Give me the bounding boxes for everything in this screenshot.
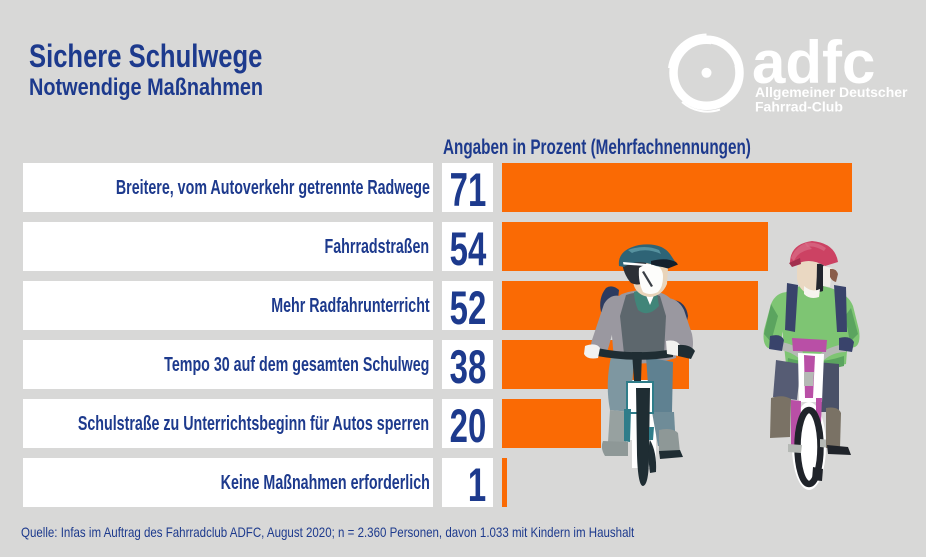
svg-text:Allgemeiner Deutscher: Allgemeiner Deutscher [755, 84, 908, 100]
svg-text:Fahrrad-Club: Fahrrad-Club [755, 99, 843, 115]
svg-text:adfc: adfc [752, 29, 875, 96]
